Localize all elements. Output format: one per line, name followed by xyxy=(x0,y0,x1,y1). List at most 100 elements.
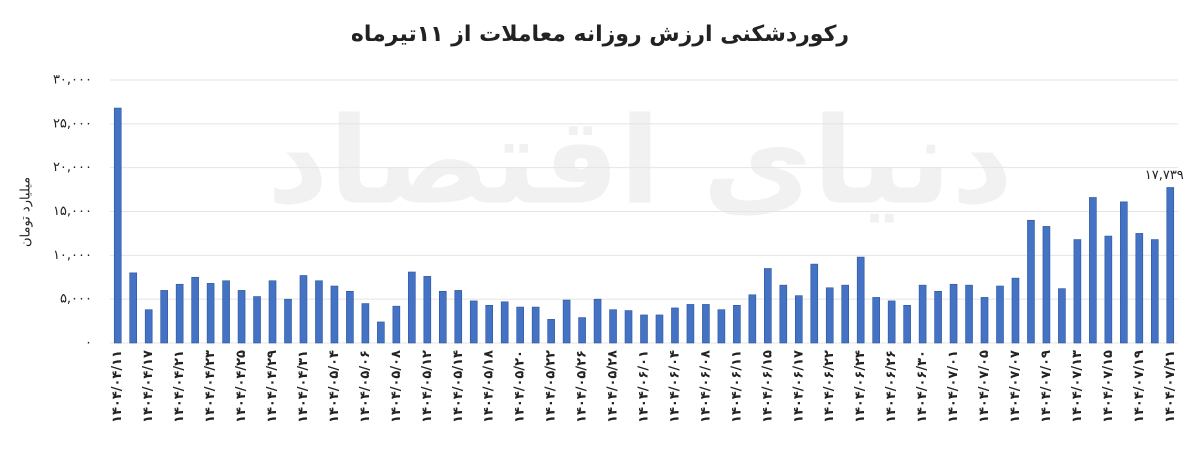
bar xyxy=(284,298,292,344)
x-tick-label: ۱۴۰۴/۰۵/۰۴ xyxy=(327,350,342,423)
bar xyxy=(624,310,633,344)
data-label: ۱۷,۷۳۹ xyxy=(1145,168,1184,183)
bar xyxy=(671,307,679,344)
bar xyxy=(593,298,602,344)
x-tick-label: ۱۴۰۴/۰۶/۲۶ xyxy=(884,350,899,423)
bar xyxy=(640,314,648,344)
x-tick-label: ۱۴۰۴/۰۴/۱۱ xyxy=(110,350,125,423)
bar xyxy=(717,309,726,344)
bar xyxy=(934,290,942,344)
bar xyxy=(113,107,122,344)
bar xyxy=(144,309,153,344)
bar xyxy=(1089,197,1097,344)
x-tick-label: ۱۴۰۴/۰۷/۰۵ xyxy=(977,350,992,423)
bar xyxy=(980,297,989,344)
bar xyxy=(562,299,571,344)
bar xyxy=(903,305,911,344)
x-tick-label: ۱۴۰۴/۰۷/۲۱ xyxy=(1163,350,1178,423)
bar xyxy=(825,287,834,344)
bar xyxy=(1027,219,1035,344)
bar xyxy=(408,271,416,344)
bar xyxy=(346,290,354,344)
bar xyxy=(1104,235,1113,344)
x-tick-label: ۱۴۰۴/۰۶/۰۱ xyxy=(637,350,652,423)
x-tick-label: ۱۴۰۴/۰۵/۲۲ xyxy=(544,350,559,423)
x-tick-label: ۱۴۰۴/۰۶/۱۷ xyxy=(791,350,806,423)
y-axis-label: میلیارد تومان xyxy=(19,177,34,247)
bar xyxy=(1150,239,1159,344)
bar xyxy=(253,296,261,344)
bar xyxy=(794,295,803,344)
bar xyxy=(1073,239,1082,344)
bar xyxy=(377,321,385,344)
bar xyxy=(315,280,323,344)
bar xyxy=(996,285,1004,344)
x-tick-label: ۱۴۰۴/۰۵/۰۸ xyxy=(389,350,404,423)
chart-title: رکوردشکنی ارزش روزانه معاملات از ۱۱تیرما… xyxy=(351,22,849,47)
bar xyxy=(655,314,664,344)
bar xyxy=(222,280,230,344)
bar xyxy=(841,284,850,344)
bar xyxy=(191,276,199,344)
y-tick-label: ۲۵,۰۰۰ xyxy=(53,116,92,131)
x-tick-label: ۱۴۰۴/۰۵/۲۰ xyxy=(513,350,528,423)
bar xyxy=(856,256,865,344)
bar xyxy=(748,294,757,344)
bar xyxy=(469,300,478,344)
bar xyxy=(965,284,973,344)
bar xyxy=(1166,187,1175,344)
x-tick-label: ۱۴۰۴/۰۷/۱۵ xyxy=(1101,350,1116,423)
bar xyxy=(1120,201,1128,344)
bar xyxy=(1011,277,1020,344)
y-tick-label: ۱۰,۰۰۰ xyxy=(53,248,92,263)
bar xyxy=(1058,288,1066,344)
bar xyxy=(949,283,958,344)
y-tick-label: ۵,۰۰۰ xyxy=(60,292,92,307)
bar xyxy=(160,290,168,344)
x-tick-label: ۱۴۰۴/۰۶/۰۸ xyxy=(698,350,713,423)
x-tick-label: ۱۴۰۴/۰۷/۱۹ xyxy=(1132,350,1147,423)
x-tick-label: ۱۴۰۴/۰۵/۲۶ xyxy=(575,350,590,423)
x-tick-label: ۱۴۰۴/۰۷/۱۳ xyxy=(1070,350,1085,423)
x-tick-label: ۱۴۰۴/۰۷/۰۱ xyxy=(946,350,961,423)
x-tick-label: ۱۴۰۴/۰۴/۲۳ xyxy=(203,350,218,423)
x-tick-label: ۱۴۰۴/۰۴/۱۷ xyxy=(141,350,156,423)
bar xyxy=(810,263,819,344)
y-tick-label: ۲۰,۰۰۰ xyxy=(53,160,92,175)
y-tick-label: ۱۵,۰۰۰ xyxy=(53,204,92,219)
x-tick-label: ۱۴۰۴/۰۷/۰۷ xyxy=(1008,350,1023,423)
bar xyxy=(578,317,586,344)
bar xyxy=(531,306,540,344)
bar xyxy=(175,283,184,344)
bar xyxy=(702,304,710,344)
bar xyxy=(438,290,447,344)
bar xyxy=(779,284,788,344)
x-tick-label: ۱۴۰۴/۰۵/۲۸ xyxy=(606,350,621,423)
bar xyxy=(129,272,138,344)
bar xyxy=(887,300,896,344)
bar xyxy=(423,276,432,344)
x-tick-label: ۱۴۰۴/۰۴/۲۹ xyxy=(265,350,280,423)
x-tick-label: ۱۴۰۴/۰۶/۱۱ xyxy=(729,350,744,423)
x-tick-label: ۱۴۰۴/۰۶/۳۰ xyxy=(915,350,930,423)
bar xyxy=(330,285,339,344)
bar xyxy=(454,290,463,344)
bar xyxy=(206,283,215,344)
bar xyxy=(299,275,308,344)
bar xyxy=(872,297,880,344)
bar xyxy=(485,305,494,344)
bar xyxy=(268,280,277,344)
x-tick-label: ۱۴۰۴/۰۵/۱۸ xyxy=(482,350,497,423)
bar xyxy=(516,306,524,344)
bar xyxy=(1042,226,1051,344)
watermark: دنیای اقتصاد xyxy=(267,93,1013,232)
bar xyxy=(500,301,509,344)
y-tick-label: ۳۰,۰۰۰ xyxy=(53,73,92,88)
x-tick-label: ۱۴۰۴/۰۵/۱۲ xyxy=(420,350,435,423)
bar xyxy=(733,305,741,344)
x-tick-label: ۱۴۰۴/۰۶/۲۲ xyxy=(822,350,837,423)
x-tick-label: ۱۴۰۴/۰۵/۰۶ xyxy=(358,350,373,423)
bar xyxy=(918,284,927,344)
